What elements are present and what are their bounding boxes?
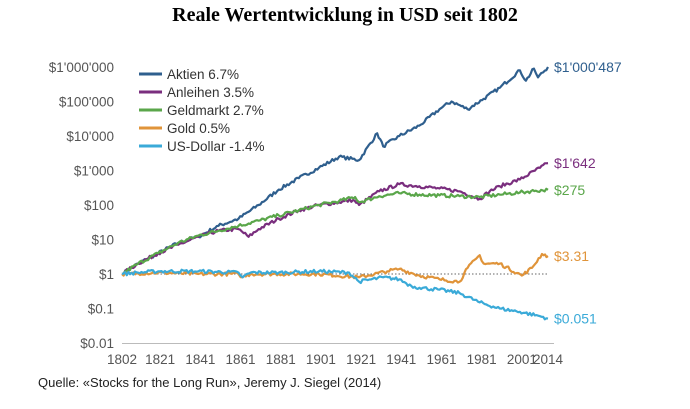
x-tick-label: 1861 [226,352,256,367]
x-tick-label: 1802 [107,352,137,367]
y-tick-label: $1 [99,267,114,282]
legend-label: Gold 0.5% [167,121,230,136]
x-tick-label: 1941 [386,352,416,367]
x-tick-label: 2014 [533,352,564,367]
series-end-label: $1'000'487 [554,59,622,75]
y-tick-label: $1'000'000 [49,60,114,75]
y-tick-label: $0.01 [80,336,114,351]
series-line [121,268,549,321]
y-tick-label: $100 [84,198,114,213]
legend-label: Aktien 6.7% [167,67,239,82]
x-tick-label: 2001 [507,352,537,367]
series-line [121,162,549,276]
x-tick-label: 1981 [467,352,497,367]
series-line [121,252,549,284]
series-end-label: $1'642 [554,155,596,171]
chart-title: Reale Wertentwicklung in USD seit 1802 [172,4,518,26]
y-tick-label: $0.1 [88,302,114,317]
legend-label: Anleihen 3.5% [167,85,254,100]
legend-label: US-Dollar -1.4% [167,139,265,154]
y-tick-label: $1'000 [74,164,114,179]
x-tick-label: 1961 [426,352,456,367]
y-tick-label: $10'000 [66,129,114,144]
series-end-label: $3.31 [554,248,589,264]
y-tick-label: $10 [91,233,114,248]
series-line [121,187,549,276]
series-end-label: $275 [554,182,585,198]
x-tick-label: 1881 [266,352,296,367]
series-end-label: $0.051 [554,311,597,327]
x-tick-label: 1821 [145,352,175,367]
legend-label: Geldmarkt 2.7% [167,103,264,118]
x-tick-label: 1901 [306,352,336,367]
x-tick-label: 1841 [185,352,215,367]
x-tick-label: 1921 [346,352,376,367]
source-note: Quelle: «Stocks for the Long Run», Jerem… [38,375,382,390]
y-tick-label: $100'000 [59,95,114,110]
